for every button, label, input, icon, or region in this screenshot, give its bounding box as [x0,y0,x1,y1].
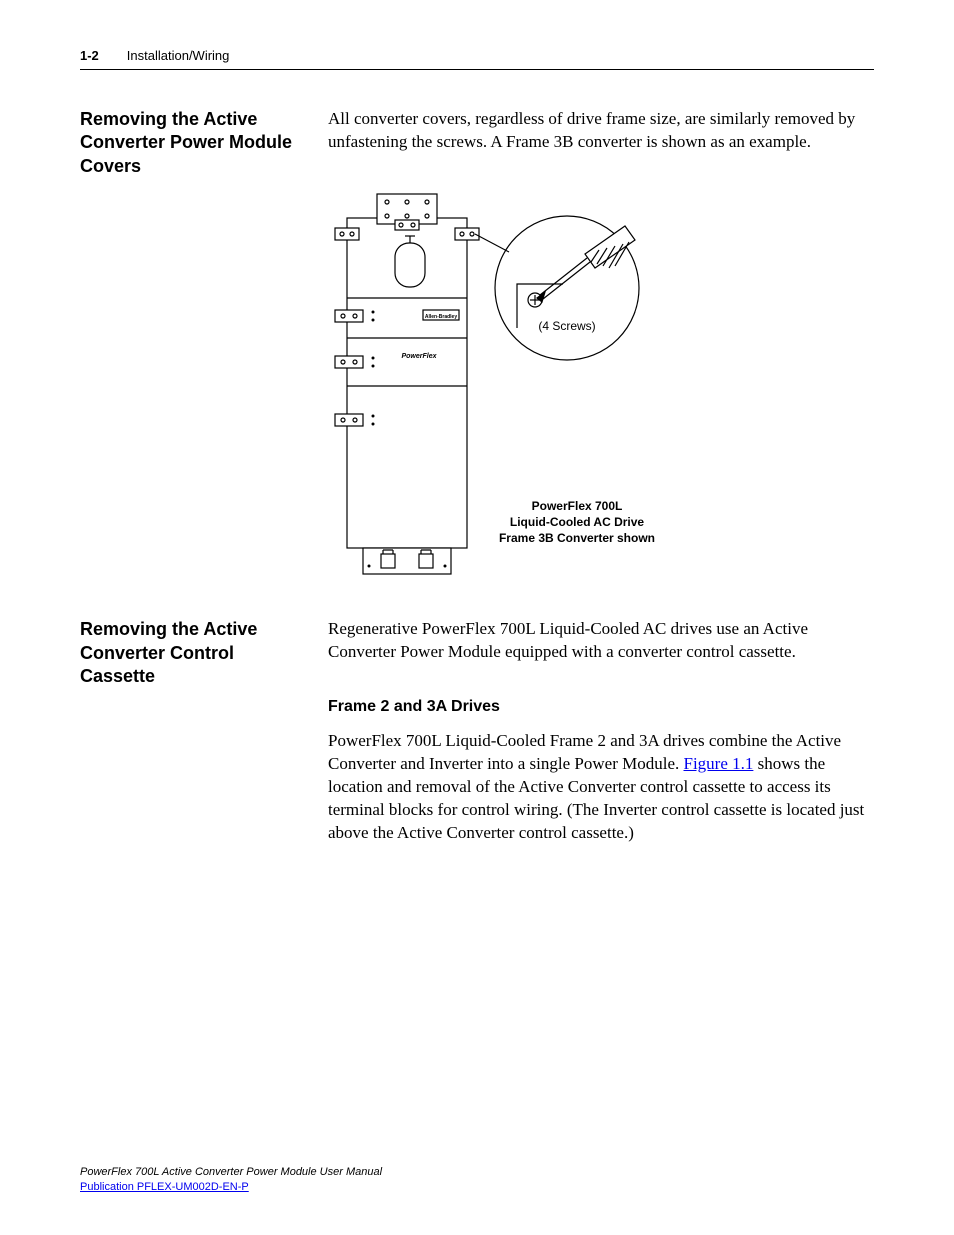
figure-caption-line3: Frame 3B Converter shown [499,531,655,545]
running-header: 1-2 Installation/Wiring [80,48,874,70]
subheading-frame-2-3a: Frame 2 and 3A Drives [328,698,874,716]
page-footer: PowerFlex 700L Active Converter Power Mo… [80,1165,382,1195]
publication-link[interactable]: Publication PFLEX-UM002D-EN-P [80,1181,249,1193]
section-removing-covers: Removing the Active Converter Power Modu… [80,108,874,588]
body-col-1: All converter covers, regardless of driv… [328,108,874,178]
section-removing-cassette: Removing the Active Converter Control Ca… [80,618,874,851]
paragraph: PowerFlex 700L Liquid-Cooled Frame 2 and… [328,730,874,845]
callout-screws: (4 Screws) [538,319,595,333]
figure-link[interactable]: Figure 1.1 [684,754,754,773]
paragraph: Regenerative PowerFlex 700L Liquid-Coole… [328,618,874,664]
figure-converter-diagram: (4 Screws) Allen-Bradley PowerFlex Power… [80,188,874,588]
side-heading-cassette: Removing the Active Converter Control Ca… [80,618,310,851]
brand-label: Allen-Bradley [425,314,457,320]
figure-caption-line1: PowerFlex 700L [532,499,623,513]
chapter-title: Installation/Wiring [127,48,230,63]
page-number: 1-2 [80,48,99,63]
side-heading-covers: Removing the Active Converter Power Modu… [80,108,310,178]
logo-label: PowerFlex [401,353,437,360]
paragraph: All converter covers, regardless of driv… [328,108,874,154]
manual-title: PowerFlex 700L Active Converter Power Mo… [80,1165,382,1180]
body-col-2: Regenerative PowerFlex 700L Liquid-Coole… [328,618,874,851]
page: 1-2 Installation/Wiring Removing the Act… [0,0,954,1235]
figure-caption-line2: Liquid-Cooled AC Drive [510,515,645,529]
converter-svg: (4 Screws) Allen-Bradley PowerFlex Power… [267,188,687,588]
